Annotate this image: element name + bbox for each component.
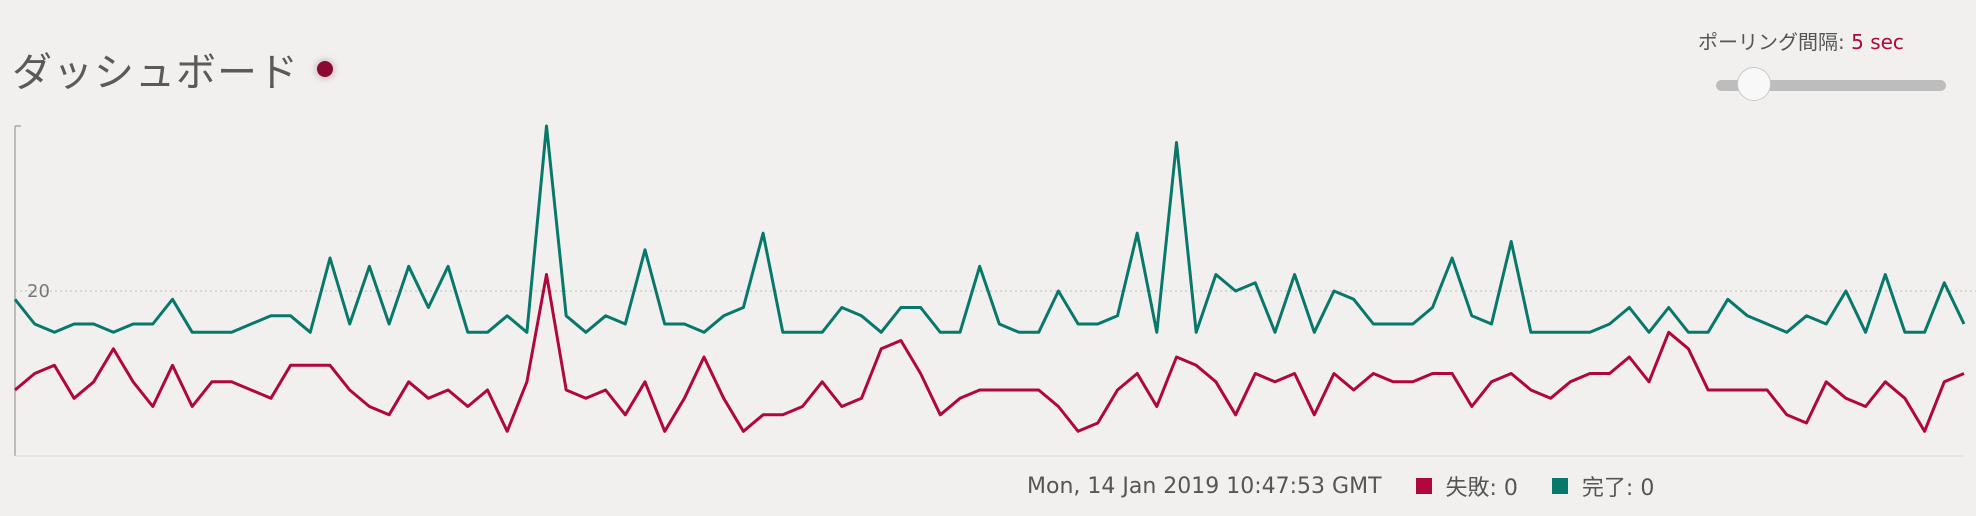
legend-swatch-failed bbox=[1415, 478, 1432, 494]
chart-legend: Mon, 14 Jan 2019 10:47:53 GMT 失敗: 0 完了: … bbox=[1027, 470, 1654, 502]
line-chart: 20 bbox=[13, 124, 1976, 457]
series-line-failed bbox=[14, 273, 1965, 433]
legend-label-completed: 完了: 0 bbox=[1581, 476, 1655, 501]
status-indicator-dot bbox=[317, 61, 333, 77]
legend-label-failed: 失敗: 0 bbox=[1445, 476, 1518, 501]
page-title: ダッシュボード bbox=[12, 50, 299, 96]
title-area: ダッシュボード bbox=[12, 40, 333, 98]
polling-label-text: ポーリング間隔: bbox=[1698, 30, 1852, 54]
legend-swatch-completed bbox=[1551, 478, 1568, 494]
polling-slider-thumb[interactable] bbox=[1737, 67, 1771, 101]
polling-value: 5 sec bbox=[1851, 30, 1904, 54]
legend-item-failed: 失敗: 0 bbox=[1415, 470, 1518, 502]
y-tick-label: 20 bbox=[27, 281, 50, 302]
last-update-timestamp: Mon, 14 Jan 2019 10:47:53 GMT bbox=[1027, 473, 1382, 499]
legend-item-completed: 完了: 0 bbox=[1551, 470, 1655, 502]
polling-interval-label: ポーリング間隔: 5 sec bbox=[1698, 26, 1904, 55]
series-line-completed bbox=[13, 124, 1966, 334]
polling-slider-track[interactable] bbox=[1716, 80, 1946, 91]
